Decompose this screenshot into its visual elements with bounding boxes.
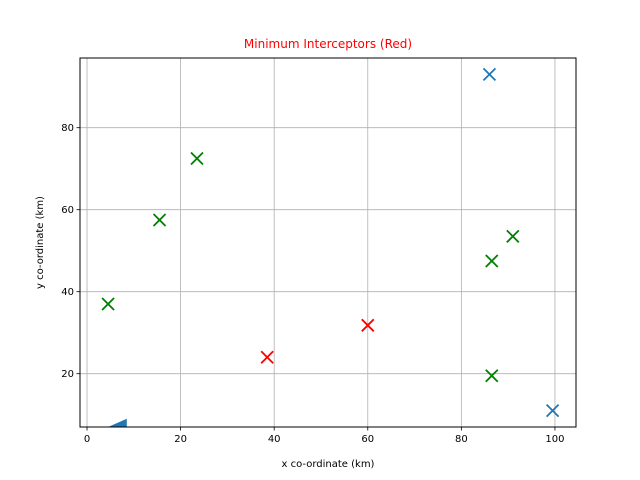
x-marker-stroke <box>485 254 499 268</box>
x-marker-stroke <box>101 297 115 311</box>
y-tick-label: 20 <box>61 369 74 380</box>
x-marker-stroke <box>482 67 497 82</box>
y-tick-label: 40 <box>61 287 74 298</box>
x-marker-point <box>260 350 274 364</box>
y-tick-label: 60 <box>61 205 74 216</box>
chart-title: Minimum Interceptors (Red) <box>244 37 412 51</box>
x-marker-point <box>190 151 204 166</box>
x-marker-point <box>485 369 499 383</box>
y-axis-label: y co-ordinate (km) <box>35 196 46 289</box>
x-tick-label: 0 <box>84 434 90 445</box>
x-tick-label: 20 <box>174 434 187 445</box>
x-marker-stroke <box>506 229 520 243</box>
x-marker-point <box>152 213 167 227</box>
y-tick-label: 80 <box>61 123 74 134</box>
x-marker-stroke <box>190 151 204 166</box>
x-marker-point <box>482 67 497 82</box>
x-marker-stroke <box>260 350 274 364</box>
plot-frame <box>79 57 577 428</box>
annotation-wedge <box>108 418 127 427</box>
x-marker-stroke <box>361 318 375 332</box>
x-marker-point <box>485 254 499 268</box>
grid <box>80 58 576 427</box>
x-tick-label: 40 <box>268 434 281 445</box>
x-tick-label: 60 <box>361 434 374 445</box>
axis-ticks: 0 20 40 60 80 100 20 40 60 80 <box>61 123 564 445</box>
x-marker-stroke <box>485 369 499 383</box>
x-axis-label: x co-ordinate (km) <box>282 459 375 470</box>
x-marker-stroke <box>545 403 560 418</box>
x-tick-label: 100 <box>545 434 564 445</box>
x-tick-label: 80 <box>455 434 468 445</box>
x-marker-point <box>545 403 560 418</box>
x-marker-point <box>361 318 375 332</box>
plot-marks <box>101 67 560 427</box>
x-marker-stroke <box>152 213 167 227</box>
x-marker-point <box>101 297 115 311</box>
x-marker-point <box>506 229 520 243</box>
